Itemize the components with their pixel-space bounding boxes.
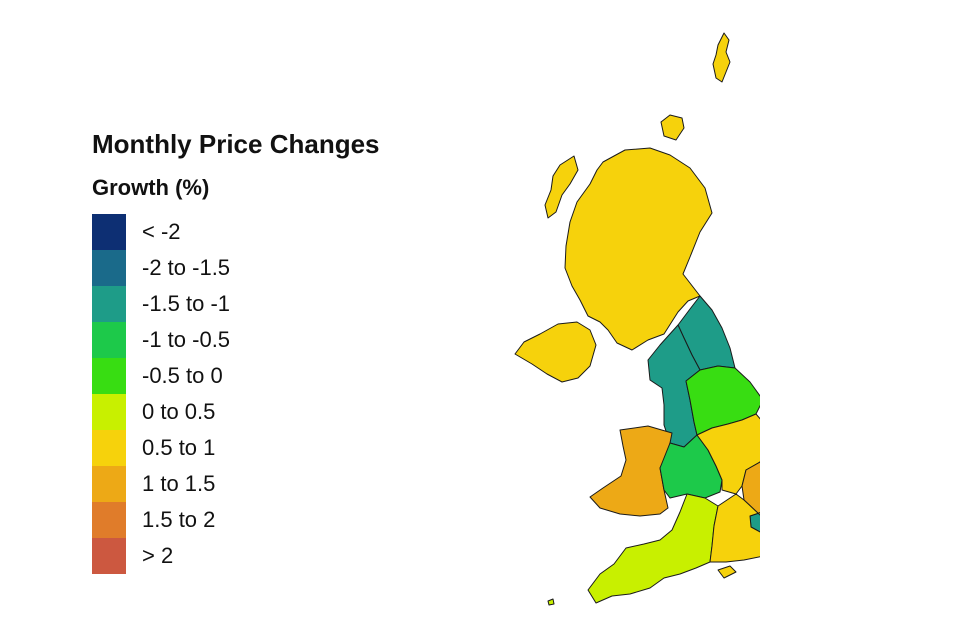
legend-label: > 2 [142,543,174,568]
legend-item: -0.5 to 0 [92,358,380,394]
region-wales [589,425,673,517]
legend-swatch [92,502,126,538]
legend-swatch [92,394,126,430]
legend-label: 0.5 to 1 [142,435,216,460]
legend-swatch [92,322,126,358]
legend-swatch [92,250,126,286]
legend-item: 0.5 to 1 [92,430,380,466]
region-scilly-isles [547,598,555,606]
legend-subtitle: Growth (%) [92,175,210,200]
region-northern-ireland [514,321,597,383]
legend-label: -1.5 to -1 [142,291,231,316]
legend-swatch [92,286,126,322]
legend-item: 1 to 1.5 [92,466,380,502]
legend-title: Monthly Price Changes [92,129,380,159]
legend-swatch [92,358,126,394]
legend-swatch [92,430,126,466]
legend-label: 1 to 1.5 [142,471,216,496]
region-scotland-shetland [712,32,731,83]
legend-swatch [92,538,126,574]
region-scotland-hebrides [544,155,579,219]
uk-region-map [514,32,760,606]
legend-label: -1 to -0.5 [142,327,231,352]
legend-label: 1.5 to 2 [142,507,216,532]
legend-item: 1.5 to 2 [92,502,380,538]
legend-swatch [92,214,126,250]
legend-label: -0.5 to 0 [142,363,223,388]
legend-item: -1.5 to -1 [92,286,380,322]
legend-label: 0 to 0.5 [142,399,216,424]
region-south-east [709,493,760,563]
legend-label: -2 to -1.5 [142,255,231,280]
region-scotland-orkney [660,114,685,141]
legend-item: > 2 [92,538,380,574]
legend-item: 0 to 0.5 [92,394,380,430]
legend-label: < -2 [142,219,181,244]
legend-item: < -2 [92,214,380,250]
legend-swatch [92,466,126,502]
region-isle-of-wight [717,565,737,579]
legend-item: -2 to -1.5 [92,250,380,286]
map-legend: Monthly Price Changes Growth (%) < -2 -2… [92,128,380,574]
legend-item: -1 to -0.5 [92,322,380,358]
legend-items: < -2 -2 to -1.5 -1.5 to -1 -1 to -0.5 -0… [92,214,380,574]
region-scotland [564,147,713,351]
